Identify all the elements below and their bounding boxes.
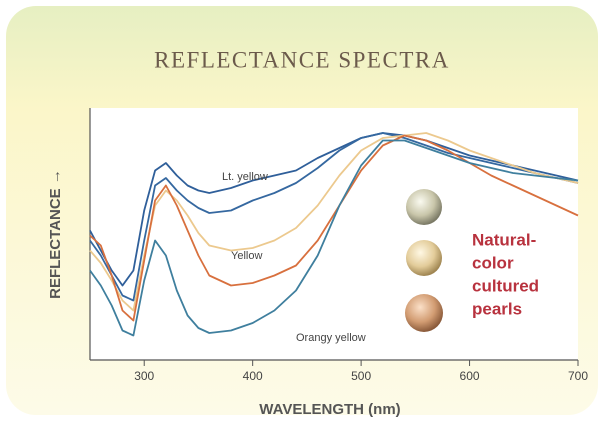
x-tick-label: 500 [351, 369, 371, 383]
annotation: color [472, 253, 514, 272]
x-tick-label: 300 [134, 369, 154, 383]
x-tick-label: 400 [243, 369, 263, 383]
curve-label: Yellow [231, 250, 262, 262]
x-tick-label: 600 [460, 369, 480, 383]
y-axis-label: REFLECTANCE → [47, 169, 64, 299]
annotation: pearls [472, 299, 522, 318]
curve-label: Orangy yellow [296, 332, 366, 344]
spectrum-line [89, 139, 579, 337]
chart-title: REFLECTANCE SPECTRA [154, 47, 450, 72]
x-axis-label: WAVELENGTH (nm) [259, 401, 400, 418]
annotation: cultured [472, 276, 539, 295]
spectrum-line [89, 132, 579, 312]
annotation: Natural- [472, 230, 536, 249]
pearl [406, 240, 442, 276]
spectrum-line [89, 132, 579, 287]
curve-label: Lt. yellow [222, 171, 268, 183]
pearl [406, 189, 442, 225]
x-tick-label: 700 [568, 369, 588, 383]
pearl [405, 294, 443, 332]
spectrum-line [89, 132, 579, 302]
spectrum-line [89, 134, 579, 322]
